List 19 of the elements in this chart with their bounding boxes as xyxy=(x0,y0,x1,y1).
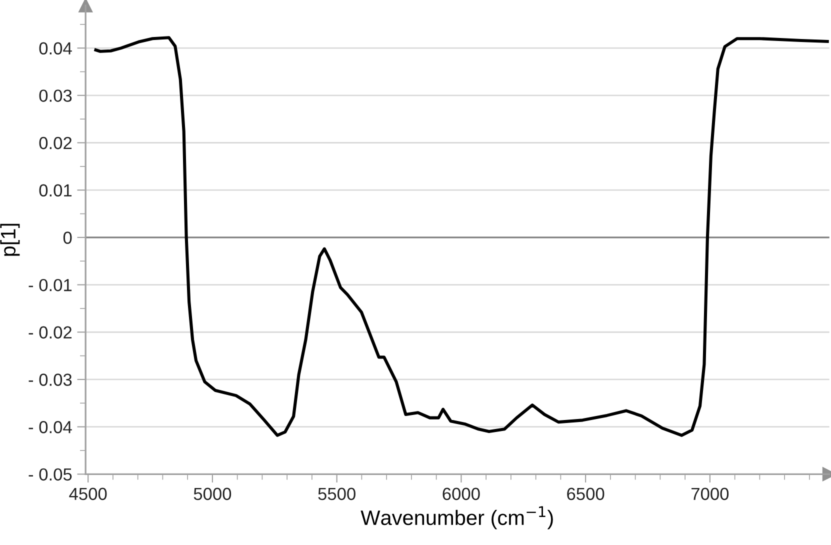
y-tick-label: - 0.02 xyxy=(28,326,72,339)
y-tick-label: 0.03 xyxy=(39,90,72,102)
y-tick-label: 0.01 xyxy=(39,184,72,197)
x-tick-label: 6500 xyxy=(567,488,604,500)
x-tick-label: 6000 xyxy=(442,488,480,500)
x-axis-title: Wavenumber (cm$^{−1}$) xyxy=(360,506,553,530)
y-tick-label: - 0.04 xyxy=(28,420,72,434)
y-axis-title: p[1] xyxy=(0,224,20,256)
y-tick-label: - 0.03 xyxy=(28,374,72,386)
y-tick-label: - 0.01 xyxy=(28,278,72,292)
y-tick-label: 0.04 xyxy=(39,42,72,55)
y-tick-label: 0 xyxy=(63,232,72,244)
line-series xyxy=(94,36,829,437)
x-tick-label: 5500 xyxy=(318,488,356,500)
y-tick-label: 0.02 xyxy=(39,136,72,150)
x-tick-label: 7000 xyxy=(692,488,729,500)
x-tick-label: 5000 xyxy=(194,488,232,500)
y-tick-label: - 0.05 xyxy=(28,468,72,481)
x-tick-label: 4500 xyxy=(69,488,107,500)
